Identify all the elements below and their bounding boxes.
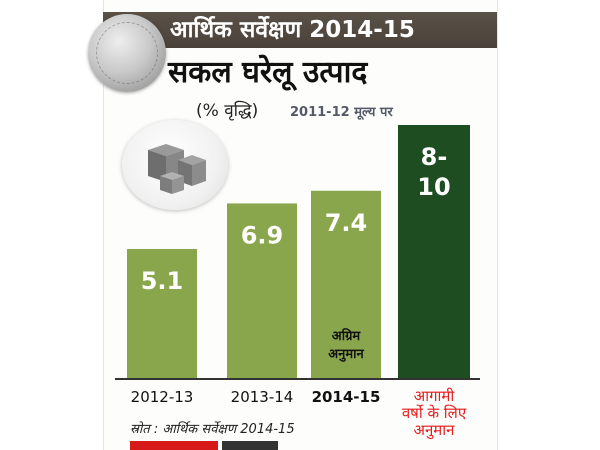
chart-subtitle: (% वृद्धि) xyxy=(196,101,259,121)
boxes-icon xyxy=(122,120,228,210)
header-band xyxy=(103,12,497,48)
bar-0 xyxy=(127,248,197,378)
bar-3 xyxy=(398,125,470,378)
source-note: स्रोत : आर्थिक सर्वेक्षण 2014-15 xyxy=(130,422,295,437)
bar-1 xyxy=(227,203,297,378)
rupee-coin-icon xyxy=(88,14,166,92)
header-title: आर्थिक सर्वेक्षण 2014-15 xyxy=(170,17,415,43)
bar-value-label-3: 8-10 xyxy=(417,143,450,201)
x-tick-label-1: 2013-14 xyxy=(231,388,294,406)
price-base-note: 2011-12 मूल्य पर xyxy=(290,105,393,120)
bar-note-2: अग्रिम अनुमान xyxy=(328,328,364,362)
bar-value-label-0: 5.1 xyxy=(141,267,184,295)
chart-title: सकल घरेलू उत्पाद xyxy=(168,55,368,90)
x-tick-label-0: 2012-13 xyxy=(131,388,194,406)
x-tick-label-2: 2014-15 xyxy=(312,388,381,406)
credit-red-block xyxy=(130,441,218,450)
x-axis-line xyxy=(115,378,480,380)
bar-2 xyxy=(311,190,381,378)
x-tick-label-3: आगामी वर्षो के लिए अनुमान xyxy=(402,387,467,440)
credit-strip xyxy=(130,441,280,450)
credit-dark-block xyxy=(222,441,278,450)
bar-value-label-2: 7.4 xyxy=(325,209,368,237)
bar-value-label-1: 6.9 xyxy=(241,221,284,249)
